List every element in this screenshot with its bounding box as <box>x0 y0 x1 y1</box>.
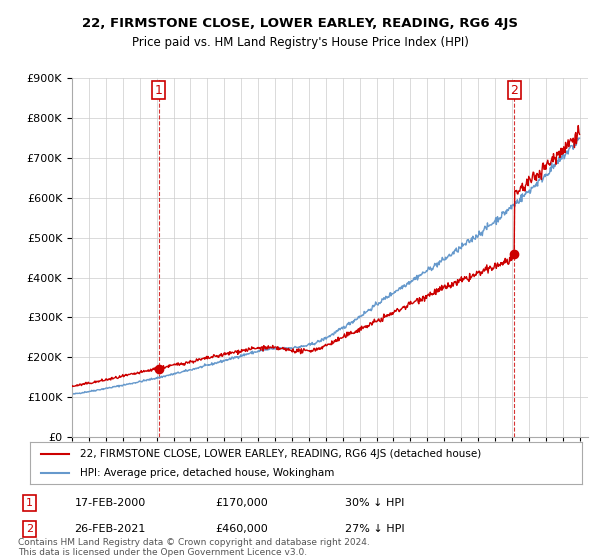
Text: 27% ↓ HPI: 27% ↓ HPI <box>345 524 405 534</box>
Text: HPI: Average price, detached house, Wokingham: HPI: Average price, detached house, Woki… <box>80 468 334 478</box>
Text: 17-FEB-2000: 17-FEB-2000 <box>74 498 146 508</box>
Text: £460,000: £460,000 <box>215 524 268 534</box>
Text: 1: 1 <box>26 498 33 508</box>
Text: 30% ↓ HPI: 30% ↓ HPI <box>345 498 404 508</box>
Text: £170,000: £170,000 <box>215 498 268 508</box>
Text: 26-FEB-2021: 26-FEB-2021 <box>74 524 146 534</box>
Text: 2: 2 <box>511 84 518 97</box>
Text: Price paid vs. HM Land Registry's House Price Index (HPI): Price paid vs. HM Land Registry's House … <box>131 36 469 49</box>
Text: 2: 2 <box>26 524 33 534</box>
Text: 22, FIRMSTONE CLOSE, LOWER EARLEY, READING, RG6 4JS (detached house): 22, FIRMSTONE CLOSE, LOWER EARLEY, READI… <box>80 449 481 459</box>
Text: 22, FIRMSTONE CLOSE, LOWER EARLEY, READING, RG6 4JS: 22, FIRMSTONE CLOSE, LOWER EARLEY, READI… <box>82 17 518 30</box>
Text: Contains HM Land Registry data © Crown copyright and database right 2024.
This d: Contains HM Land Registry data © Crown c… <box>18 538 370 557</box>
Text: 1: 1 <box>155 84 163 97</box>
